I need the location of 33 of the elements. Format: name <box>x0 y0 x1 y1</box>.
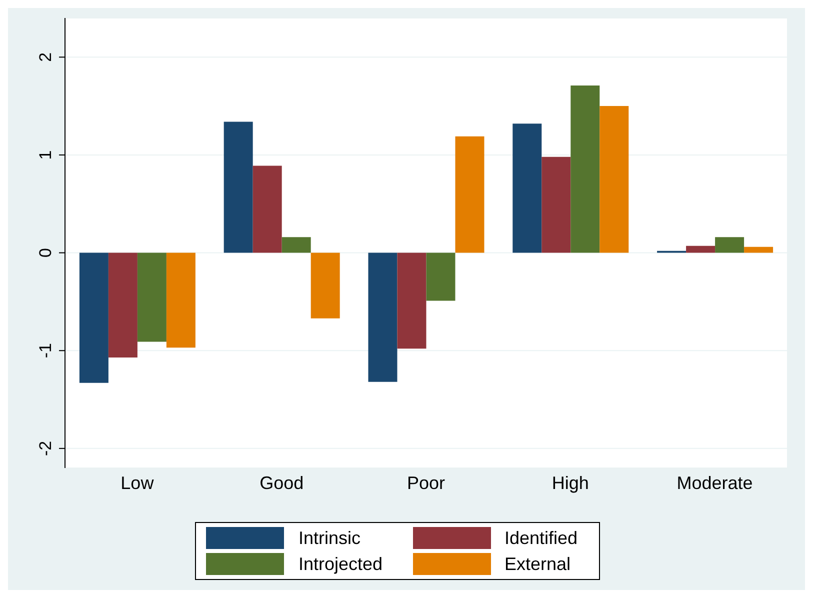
bar <box>282 237 311 253</box>
bar <box>512 124 542 253</box>
bar <box>79 252 108 383</box>
bar <box>570 86 600 253</box>
y-tick-label: 2 <box>36 52 55 62</box>
bar <box>310 252 340 318</box>
legend-label: Introjected <box>297 553 382 575</box>
x-tick-label: Good <box>260 472 304 493</box>
bar <box>426 252 456 301</box>
y-tick-label: -1 <box>36 343 55 358</box>
bar <box>224 122 253 253</box>
y-tick-label: 0 <box>36 248 55 258</box>
bar <box>744 246 774 253</box>
y-tick-label: -2 <box>36 440 55 456</box>
bar <box>397 252 426 349</box>
bar <box>455 136 484 253</box>
bar <box>542 156 571 253</box>
x-tick-label: Poor <box>406 472 446 493</box>
bar <box>252 166 282 253</box>
legend-label: Intrinsic <box>297 527 362 549</box>
legend-label: External <box>504 553 572 575</box>
bar <box>108 252 138 358</box>
bar <box>715 237 744 253</box>
x-tick-label: Low <box>120 472 155 493</box>
bar <box>368 252 398 382</box>
bar <box>137 252 166 342</box>
y-tick-label: 1 <box>36 150 55 160</box>
bar <box>600 106 629 253</box>
x-tick-label: High <box>552 472 589 493</box>
bar <box>166 252 196 348</box>
legend-label: Identified <box>504 527 579 549</box>
x-tick-label: Moderate <box>676 472 753 493</box>
bar <box>686 246 716 253</box>
